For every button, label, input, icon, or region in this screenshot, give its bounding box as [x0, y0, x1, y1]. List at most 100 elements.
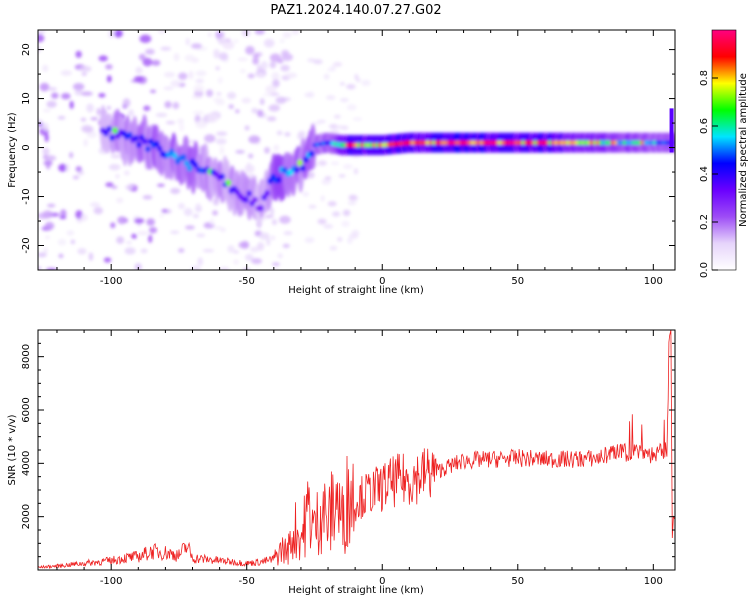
- spectrogram-noise-blob: [217, 76, 223, 84]
- spectrogram-noise-blob: [355, 77, 361, 83]
- spectrogram-noise-blob: [117, 216, 127, 225]
- spectrogram-noise-blob: [308, 204, 317, 209]
- spectrogram-noise-blob: [251, 107, 258, 114]
- spectrogram-noise-blob: [110, 153, 121, 159]
- spectrogram-noise-blob: [346, 84, 356, 90]
- spectrogram-noise-blob: [47, 87, 58, 91]
- spectrogram-noise-blob: [340, 82, 345, 86]
- snr-series-line: [38, 330, 675, 570]
- spectrogram-noise-blob: [90, 117, 98, 121]
- spectrogram-noise-blob: [131, 233, 137, 239]
- y-tick-label: 4000: [21, 451, 32, 476]
- spectrogram-noise-blob: [66, 230, 75, 236]
- spectrogram-noise-blob: [170, 187, 181, 195]
- spectrogram-noise-blob: [206, 113, 218, 123]
- spectrogram-noise-blob: [69, 152, 74, 159]
- spectrogram-noise-blob: [43, 160, 53, 166]
- spectrogram-noise-blob: [204, 134, 216, 143]
- spectrogram-noise-blob: [128, 109, 135, 117]
- spectrogram-noise-blob: [233, 259, 239, 265]
- spectrogram-noise-blob: [268, 104, 281, 112]
- spectrogram-noise-blob: [343, 164, 353, 170]
- spectrogram-noise-blob: [124, 170, 130, 176]
- spectrogram-noise-blob: [134, 218, 145, 224]
- spectrogram-noise-blob: [86, 130, 97, 139]
- spectrogram-noise-blob: [75, 210, 83, 220]
- spectrogram-noise-blob: [216, 92, 222, 96]
- spectrogram-noise-blob: [43, 247, 48, 254]
- y-tick-label: 2000: [21, 504, 32, 529]
- spectrogram-noise-blob: [263, 38, 275, 48]
- spectrogram-noise-blob: [86, 103, 94, 113]
- x-tick-label: -50: [239, 276, 255, 287]
- spectrogram-ridge-core: [186, 165, 193, 172]
- spectrogram-ridge-core: [171, 152, 178, 159]
- spectrogram-noise-blob: [254, 30, 265, 35]
- spectrogram-noise-blob: [304, 237, 315, 243]
- spectrogram-noise-blob: [196, 233, 206, 238]
- spectrogram-ridge-core: [297, 159, 303, 166]
- spectrogram-noise-blob: [46, 100, 57, 108]
- spectrogram-noise-blob: [46, 163, 51, 170]
- spectrogram-noise-blob: [269, 207, 275, 216]
- spectrogram-noise-blob: [58, 253, 64, 259]
- spectrogram-noise-blob: [265, 85, 277, 94]
- spectrogram-noise-blob: [93, 207, 104, 215]
- spectrogram-edge-strip: [669, 108, 674, 153]
- figure-title: PAZ1.2024.140.07.27.G02: [270, 3, 441, 18]
- spectrogram-noise-blob: [138, 53, 146, 61]
- spectrogram-noise-blob: [328, 124, 339, 129]
- spectrogram-noise-blob: [43, 108, 51, 113]
- spectrogram-noise-blob: [186, 140, 196, 144]
- colorbar-frame: [711, 29, 737, 271]
- spectrogram-noise-blob: [57, 115, 66, 120]
- spectrogram-ridge-core: [141, 138, 148, 145]
- spectrogram-noise-blob: [173, 53, 180, 61]
- spectrogram-noise-blob: [122, 98, 131, 108]
- spectrogram-noise-blob: [342, 209, 351, 217]
- x-tick-label: 100: [644, 276, 663, 287]
- spectrogram-noise-blob: [280, 64, 290, 72]
- spectrogram-noise-blob: [256, 64, 262, 71]
- spectrogram-noise-blob: [80, 91, 93, 96]
- spectrogram-noise-blob: [170, 80, 181, 88]
- spectrogram-noise-blob: [235, 149, 245, 154]
- spectrogram-noise-blob: [161, 209, 168, 213]
- spectrogram-noise-blob: [279, 215, 291, 224]
- spectrogram-noise-blob: [159, 213, 165, 218]
- spectrogram-noise-blob: [306, 171, 315, 179]
- spectrogram-noise-blob: [185, 225, 195, 230]
- spectrogram-noise-blob: [38, 45, 41, 53]
- spectrogram-noise-blob: [266, 116, 277, 122]
- spectrogram-noise-blob: [98, 55, 108, 62]
- spectrogram-noise-blob: [270, 235, 276, 241]
- spectrogram-noise-blob: [202, 249, 215, 253]
- spectrogram-noise-blob: [283, 231, 293, 236]
- spectrogram-noise-blob: [321, 178, 331, 185]
- spectrogram-frame: [37, 29, 676, 271]
- spectrogram-noise-blob: [111, 185, 118, 190]
- x-tick-label: -100: [100, 276, 123, 287]
- y-tick-label: 0: [21, 144, 32, 150]
- spectrogram-noise-blob: [209, 218, 215, 226]
- spectrogram-noise-blob: [155, 112, 168, 118]
- spectrogram-noise-blob: [248, 153, 254, 159]
- spectrogram-noise-blob: [51, 92, 59, 99]
- spectrogram-noise-blob: [241, 97, 252, 104]
- spectrogram-noise-blob: [245, 45, 255, 55]
- spectrogram-noise-blob: [220, 227, 226, 233]
- spectrogram-noise-blob: [163, 86, 174, 90]
- x-tick-label: 50: [511, 576, 524, 587]
- spectrogram-noise-blob: [170, 230, 180, 234]
- spectrogram-ridge-core: [127, 131, 133, 139]
- spectrogram-noise-blob: [108, 163, 121, 171]
- spectrogram-noise-blob: [332, 62, 343, 67]
- spectrogram-noise-blob: [266, 237, 271, 246]
- spectrogram-noise-blob: [38, 33, 45, 43]
- spectrogram-noise-blob: [335, 125, 345, 129]
- spectrogram-ridge-core: [276, 176, 282, 184]
- spectrogram-ridge-core: [156, 145, 163, 152]
- spectrogram-noise-blob: [42, 122, 49, 132]
- spectrogram-noise-blob: [228, 104, 234, 109]
- spectrogram-noise-blob: [116, 197, 124, 204]
